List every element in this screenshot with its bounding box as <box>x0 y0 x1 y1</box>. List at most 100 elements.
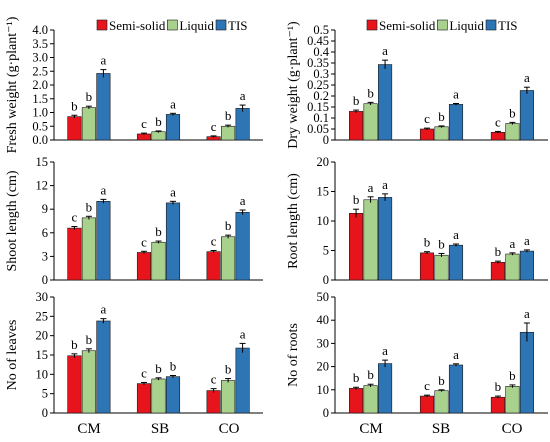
y-tick-label: 0 <box>42 273 48 287</box>
legend-swatch-semi-solid <box>96 19 108 31</box>
bar-tis-cm <box>378 363 393 414</box>
y-tick-label: 0 <box>323 273 329 287</box>
significance-letter: b <box>225 362 232 377</box>
bar-liquid-co <box>221 236 236 281</box>
significance-letter: b <box>367 367 374 382</box>
y-axis-title: Fresh weight (g·plant⁻¹) <box>5 16 20 153</box>
y-tick-label: 1.0 <box>32 106 48 120</box>
legend-label-semi-solid: Semi-solid <box>379 18 436 33</box>
bar-liquid-cm <box>363 103 378 141</box>
y-tick-label: 30 <box>36 290 49 304</box>
bar-liquid-cm <box>81 217 96 281</box>
significance-letter: c <box>141 116 147 131</box>
significance-letter: a <box>524 306 530 321</box>
bar-semi-solid-sb <box>136 383 152 414</box>
bar-tis-sb <box>165 376 181 414</box>
y-tick-label: 0 <box>42 406 48 420</box>
bar-tis-co <box>235 108 250 141</box>
bar-semi-solid-co <box>206 251 221 281</box>
y-tick-label: 20 <box>317 360 330 374</box>
bar-semi-solid-sb <box>419 395 435 414</box>
significance-letter: c <box>211 119 217 134</box>
significance-letter: a <box>240 326 246 341</box>
bar-tis-co <box>519 331 534 414</box>
y-tick-label: 0.5 <box>313 23 329 37</box>
bar-liquid-sb <box>151 241 166 281</box>
significance-letter: b <box>170 358 177 373</box>
y-tick-label: 9 <box>42 202 48 216</box>
significance-letter: c <box>424 111 430 126</box>
y-tick-label: 2.5 <box>32 64 48 78</box>
y-tick-label: 3.0 <box>32 51 48 65</box>
legend: Semi-solid Liquid TIS <box>96 18 248 33</box>
legend-swatch-tis <box>485 19 497 31</box>
y-tick-label: 25 <box>36 309 49 323</box>
panel-1-fresh-weight: 0.00.51.01.52.02.53.03.54.0 Fresh weight … <box>5 16 263 153</box>
y-tick-label: 2.0 <box>32 78 48 92</box>
category-label-cm-left: CM <box>77 421 100 437</box>
significance-letter: a <box>382 343 388 358</box>
significance-letter: a <box>170 96 176 111</box>
y-tick-label: 20 <box>36 329 49 343</box>
y-tick-label: 0.0 <box>32 133 48 147</box>
significance-letter: c <box>495 114 501 129</box>
significance-letter: b <box>353 93 360 108</box>
significance-letter: b <box>86 332 93 347</box>
significance-letter: b <box>155 114 162 129</box>
bar-liquid-cm <box>363 385 378 414</box>
bar-semi-solid-co <box>490 396 505 414</box>
significance-letter: b <box>438 236 445 251</box>
significance-letter: b <box>155 224 162 239</box>
legend: Semi-solid Liquid TIS <box>366 18 518 33</box>
y-tick-label: 5 <box>42 387 48 401</box>
significance-letter: c <box>141 365 147 380</box>
significance-letter: c <box>211 234 217 249</box>
y-tick-label: 12 <box>36 179 49 193</box>
y-tick-label: 15 <box>36 348 49 362</box>
bar-liquid-cm <box>363 199 378 281</box>
significance-letter: c <box>72 210 78 225</box>
legend-swatch-tis <box>215 19 227 31</box>
bar-tis-cm <box>378 64 393 141</box>
bar-tis-sb <box>165 114 181 141</box>
bar-tis-cm <box>378 197 393 281</box>
y-axis-title: No of roots <box>286 323 301 387</box>
y-tick-label: 40 <box>317 313 330 327</box>
bar-tis-co <box>519 90 534 141</box>
y-tick-label: 10 <box>317 214 330 228</box>
category-label-sb-left: SB <box>151 421 169 437</box>
y-tick-label: 0.15 <box>307 100 329 114</box>
y-tick-label: 0.1 <box>313 111 329 125</box>
significance-letter: a <box>240 193 246 208</box>
bar-liquid-cm <box>81 350 96 414</box>
bar-liquid-sb <box>151 378 166 414</box>
category-axis-labels: CM SB CO CM SB CO <box>77 421 522 437</box>
bar-liquid-co <box>505 253 520 281</box>
significance-letter: b <box>86 199 93 214</box>
significance-letter: b <box>509 105 516 120</box>
y-tick-label: 10 <box>36 367 49 381</box>
significance-letter: b <box>495 379 502 394</box>
category-label-sb-right: SB <box>432 421 450 437</box>
y-tick-label: 4.0 <box>32 23 48 37</box>
significance-letter: a <box>510 236 516 251</box>
significance-letter: a <box>101 302 107 317</box>
bar-tis-cm <box>96 201 111 281</box>
y-tick-label: 6 <box>42 226 48 240</box>
significance-letter: a <box>453 86 459 101</box>
significance-letter: b <box>438 109 445 124</box>
y-tick-label: 0.05 <box>307 122 329 136</box>
significance-letter: b <box>225 108 232 123</box>
significance-letter: a <box>382 177 388 192</box>
y-tick-label: 5 <box>323 244 329 258</box>
panel-2-dry-weight: 00.050.10.150.20.250.30.350.40.450.5 Dry … <box>286 18 548 149</box>
y-tick-label: 0 <box>323 406 329 420</box>
bar-semi-solid-cm <box>349 111 364 141</box>
y-tick-label: 0.4 <box>313 45 329 59</box>
bar-tis-sb <box>165 202 181 281</box>
bar-liquid-co <box>221 125 236 141</box>
significance-letter: a <box>524 70 530 85</box>
y-tick-label: 15 <box>36 155 49 169</box>
